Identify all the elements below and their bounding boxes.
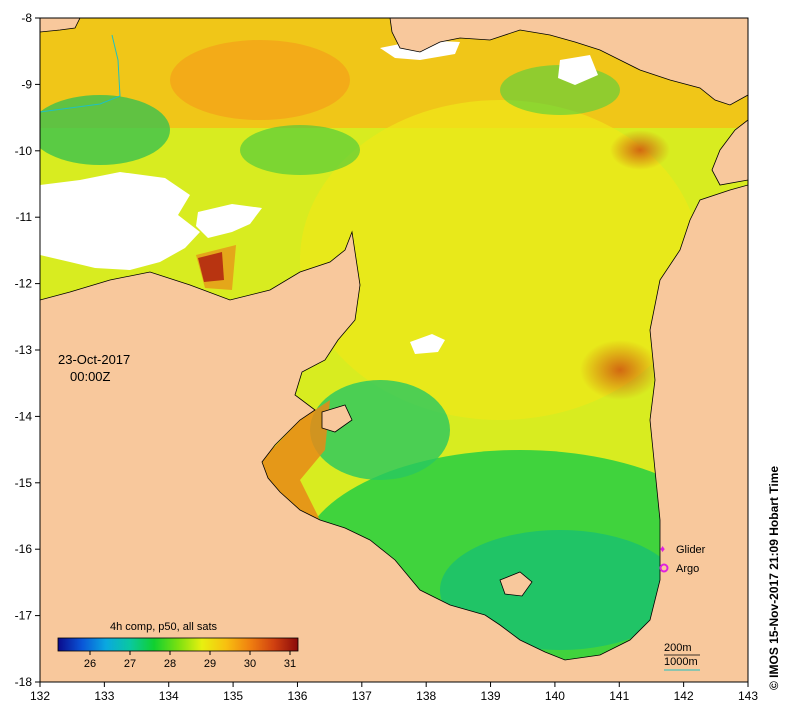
x-tick-label: 135 xyxy=(223,689,243,703)
x-tick-label: 133 xyxy=(94,689,114,703)
colorbar-ticks: 26 27 28 29 30 31 xyxy=(84,651,296,670)
land-ne xyxy=(711,119,748,186)
colorbar-title: 4h comp, p50, all sats xyxy=(110,621,218,633)
island-south xyxy=(499,571,533,597)
glider-marker: ♦ xyxy=(660,544,665,555)
glider-label: Glider xyxy=(676,544,706,556)
x-tick-label: 141 xyxy=(609,689,629,703)
warm-patch-ne xyxy=(610,130,670,170)
land-nw xyxy=(40,18,81,33)
contour-1000-label: 1000m xyxy=(664,656,698,668)
copyright-text: © IMOS 15-Nov-2017 21:09 Hobart Time xyxy=(767,466,781,690)
y-tick-label: -11 xyxy=(16,210,33,224)
x-tick-label: 139 xyxy=(481,689,501,703)
cloud-ne xyxy=(558,55,598,85)
x-tick-label: 134 xyxy=(159,689,179,703)
colorbar-tick-label: 26 xyxy=(84,658,96,670)
x-tick-label: 132 xyxy=(30,689,50,703)
green-patch-nw xyxy=(40,95,170,165)
x-tick-label: 143 xyxy=(738,689,758,703)
y-tick-label: -17 xyxy=(15,609,33,623)
y-tick-label: -8 xyxy=(21,11,32,25)
colorbar-tick-label: 29 xyxy=(204,658,216,670)
colorbar-tick-label: 27 xyxy=(124,658,136,670)
argo-marker xyxy=(659,563,669,573)
argo-label: Argo xyxy=(676,563,699,575)
y-axis: -8 -9 -10 -11 -12 -13 -14 -15 -16 -17 -18 xyxy=(15,11,40,689)
sea-west-coast-warm xyxy=(262,400,330,520)
colorbar-tick-label: 28 xyxy=(164,658,176,670)
sea-south-deep xyxy=(440,530,680,650)
green-patch-mid xyxy=(240,125,360,175)
x-tick-label: 136 xyxy=(287,689,307,703)
y-tick-label: -13 xyxy=(15,343,33,357)
colorbar-tick-label: 30 xyxy=(244,658,256,670)
x-tick-label: 137 xyxy=(352,689,372,703)
cloud-west xyxy=(40,172,200,270)
sea-central xyxy=(300,100,700,420)
y-tick-label: -16 xyxy=(15,542,33,556)
x-tick-label: 142 xyxy=(674,689,694,703)
warm-patch-nw xyxy=(170,40,350,120)
land-north xyxy=(389,18,748,106)
colorbar-tick-label: 31 xyxy=(284,658,296,670)
land-west xyxy=(40,184,748,682)
y-tick-label: -15 xyxy=(15,476,33,490)
y-tick-label: -9 xyxy=(21,77,32,91)
date-label: 23-Oct-2017 xyxy=(58,352,130,367)
cloud-mid xyxy=(196,204,262,238)
warm-patch-east xyxy=(580,340,660,400)
time-label: 00:00Z xyxy=(70,369,111,384)
y-tick-label: -18 xyxy=(15,675,33,689)
cloud-small-centre xyxy=(410,334,445,354)
colorbar xyxy=(57,637,299,652)
y-tick-label: -14 xyxy=(15,409,33,423)
x-tick-label: 140 xyxy=(545,689,565,703)
sea-gulf-sw-hot xyxy=(198,252,224,282)
x-axis: 132 133 134 135 136 137 138 139 140 141 142 143 xyxy=(30,682,758,703)
contour-200-label: 200m xyxy=(664,642,692,654)
island-west xyxy=(321,404,353,433)
y-tick-label: -10 xyxy=(15,144,33,158)
y-tick-label: -12 xyxy=(15,277,33,291)
river-nw xyxy=(40,34,121,113)
x-tick-label: 138 xyxy=(416,689,436,703)
